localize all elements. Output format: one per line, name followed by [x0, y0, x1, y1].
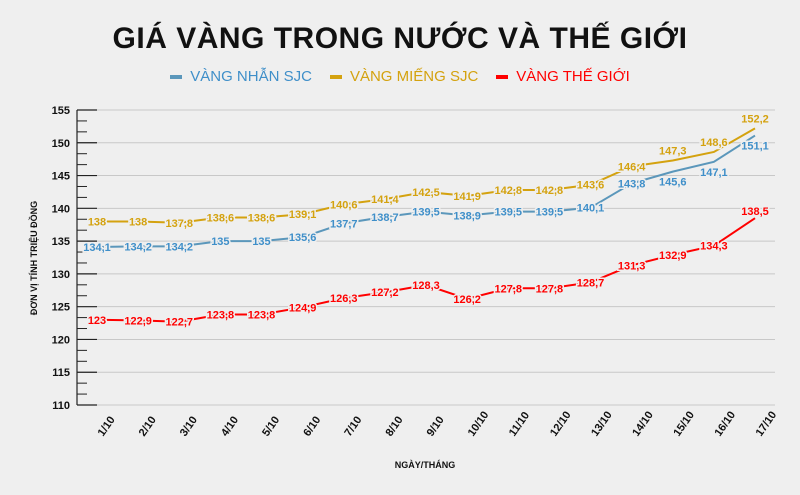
data-label: 140,6 — [330, 199, 358, 211]
legend-item-the-gioi: VÀNG THẾ GIỚI — [496, 68, 630, 85]
data-label: 147,1 — [700, 167, 728, 179]
data-label: 122,7 — [165, 317, 193, 329]
data-label: 123,8 — [248, 310, 276, 322]
data-label: 134,2 — [165, 241, 193, 253]
legend-label: VÀNG MIẾNG SJC — [349, 68, 479, 85]
chart-title: GIÁ VÀNG TRONG NƯỚC VÀ THẾ GIỚI — [112, 22, 688, 55]
data-label: 145,6 — [659, 177, 687, 189]
legend-label: VÀNG NHẪN SJC — [190, 68, 312, 85]
x-tick-label: 5/10 — [260, 414, 282, 438]
data-label: 126,3 — [330, 293, 358, 305]
y-tick-label: 135 — [52, 236, 70, 248]
x-tick-label: 17/10 — [754, 409, 780, 438]
y-tick-label: 115 — [52, 367, 70, 379]
x-tick-label: 15/10 — [671, 409, 697, 438]
data-label: 123,8 — [207, 310, 235, 322]
x-tick-label: 13/10 — [589, 409, 615, 438]
legend-swatch — [329, 74, 342, 79]
x-tick-label: 16/10 — [713, 409, 739, 438]
data-label: 135,6 — [289, 232, 317, 244]
data-label: 131,3 — [618, 260, 646, 272]
data-label: 142,8 — [536, 185, 564, 197]
y-tick-label: 120 — [52, 334, 70, 346]
x-tick-label: 6/10 — [301, 414, 323, 438]
x-tick-label: 14/10 — [630, 409, 656, 438]
y-tick-label: 130 — [52, 269, 70, 281]
x-tick-label: 12/10 — [548, 409, 574, 438]
data-label: 122,9 — [124, 315, 152, 327]
y-tick-label: 145 — [52, 171, 70, 183]
x-tick-label: 9/10 — [425, 414, 447, 438]
data-label: 138,9 — [453, 211, 481, 223]
data-label: 128,7 — [577, 277, 605, 289]
series-line-1 — [97, 127, 756, 224]
data-label: 126,2 — [453, 294, 481, 306]
data-label: 139,5 — [494, 207, 522, 219]
legend-label: VÀNG THẾ GIỚI — [516, 68, 630, 85]
data-label: 141,4 — [371, 194, 399, 206]
data-label: 139,5 — [536, 207, 564, 219]
data-label: 134,2 — [124, 241, 152, 253]
data-label: 134,3 — [700, 241, 728, 253]
y-tick-label: 125 — [52, 302, 70, 314]
data-label: 147,3 — [659, 145, 687, 157]
data-label: 143,6 — [577, 180, 605, 192]
x-tick-label: 7/10 — [342, 414, 364, 438]
legend: VÀNG NHẪN SJC VÀNG MIẾNG SJC VÀNG THẾ GI… — [0, 68, 800, 85]
data-label: 134,1 — [83, 242, 111, 254]
data-label: 139,5 — [412, 207, 440, 219]
data-label: 123 — [88, 315, 106, 327]
x-tick-label: 8/10 — [384, 414, 406, 438]
y-tick-label: 155 — [52, 105, 70, 117]
data-label: 132,9 — [659, 250, 687, 262]
y-axis-title: ĐƠN VỊ TÍNH TRIỆU ĐỒNG — [28, 201, 39, 315]
data-label: 138 — [129, 216, 147, 228]
data-label: 138 — [88, 216, 106, 228]
data-label: 143,8 — [618, 178, 646, 190]
legend-item-mieng-sjc: VÀNG MIẾNG SJC — [329, 68, 479, 85]
data-label: 140,1 — [577, 203, 605, 215]
y-tick-label: 110 — [52, 400, 70, 412]
data-label: 127,2 — [371, 287, 399, 299]
data-label: 128,3 — [412, 280, 440, 292]
data-label: 138,6 — [207, 213, 235, 225]
data-label: 135 — [211, 236, 229, 248]
y-tick-label: 140 — [52, 203, 70, 215]
data-label: 138,6 — [248, 213, 276, 225]
data-label: 139,1 — [289, 209, 317, 221]
data-label: 127,8 — [494, 283, 522, 295]
data-label: 151,1 — [741, 141, 769, 153]
y-tick-label: 150 — [52, 138, 70, 150]
data-label: 127,8 — [536, 283, 564, 295]
series-line-2 — [96, 217, 756, 323]
data-label: 152,2 — [741, 113, 769, 125]
data-label: 124,9 — [289, 302, 317, 314]
x-tick-label: 10/10 — [466, 409, 492, 438]
data-label: 138,7 — [371, 212, 399, 224]
legend-swatch — [170, 74, 183, 79]
data-label: 146,4 — [618, 161, 646, 173]
data-label: 142,5 — [412, 187, 440, 199]
x-tick-label: 4/10 — [219, 414, 241, 438]
data-label: 148,6 — [700, 137, 728, 149]
data-label: 137,7 — [330, 218, 358, 230]
data-label: 138,5 — [741, 206, 769, 218]
x-tick-label: 3/10 — [178, 414, 200, 438]
x-tick-label: 2/10 — [137, 414, 159, 438]
legend-swatch — [496, 74, 509, 79]
x-tick-label: 11/10 — [507, 410, 532, 439]
x-axis-title: NGÀY/THÁNG — [395, 460, 456, 470]
data-label: 142,8 — [494, 185, 522, 197]
data-label: 137,8 — [165, 218, 193, 230]
legend-item-nhan-sjc: VÀNG NHẪN SJC — [170, 68, 312, 85]
data-label: 135 — [252, 236, 270, 248]
series-line-0 — [96, 134, 756, 249]
x-tick-label: 1/10 — [96, 414, 118, 438]
data-label: 141,9 — [453, 191, 481, 203]
